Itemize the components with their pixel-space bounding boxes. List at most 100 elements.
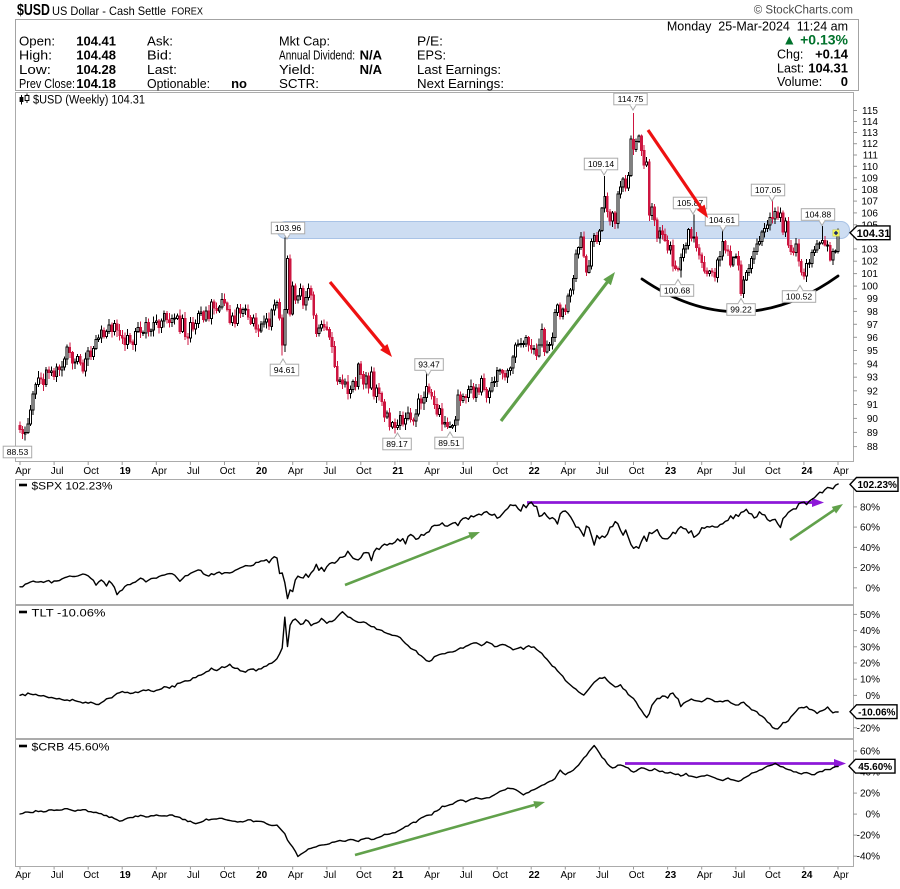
svg-text:Jul: Jul [732, 466, 745, 477]
svg-text:112: 112 [862, 139, 878, 150]
svg-text:111: 111 [863, 151, 879, 162]
svg-text:© StockCharts.com: © StockCharts.com [754, 5, 853, 17]
svg-text:95: 95 [867, 346, 879, 357]
svg-text:96: 96 [867, 333, 879, 344]
svg-text:109.14: 109.14 [588, 159, 615, 169]
svg-text:+0.14: +0.14 [815, 47, 849, 62]
svg-text:SCTR:: SCTR: [279, 77, 319, 91]
svg-text:21: 21 [392, 466, 404, 477]
svg-text:19: 19 [120, 466, 132, 477]
svg-text:Apr: Apr [833, 466, 849, 477]
svg-text:103: 103 [861, 244, 878, 255]
svg-text:$CRB 45.60%: $CRB 45.60% [32, 742, 110, 754]
svg-text:Apr: Apr [152, 870, 168, 881]
svg-text:107: 107 [861, 197, 878, 208]
svg-text:Apr: Apr [288, 870, 304, 881]
svg-text:Last Earnings:: Last Earnings: [417, 63, 501, 77]
svg-text:Bid:: Bid: [147, 49, 172, 63]
svg-text:104.28: 104.28 [76, 62, 116, 77]
svg-text:US Dollar - Cash Settle: US Dollar - Cash Settle [52, 4, 166, 18]
svg-text:89.51: 89.51 [438, 438, 460, 448]
svg-text:88.53: 88.53 [7, 447, 29, 457]
svg-text:EPS:: EPS: [417, 49, 446, 63]
svg-text:Apr: Apr [424, 870, 440, 881]
svg-text:High:: High: [19, 49, 52, 63]
svg-text:Jul: Jul [323, 870, 336, 881]
svg-text:114.75: 114.75 [618, 94, 644, 104]
svg-text:100: 100 [861, 282, 878, 293]
svg-text:Jul: Jul [187, 870, 200, 881]
svg-text:Oct: Oct [83, 466, 99, 477]
svg-text:Apr: Apr [288, 466, 304, 477]
svg-text:Yield:: Yield: [279, 63, 315, 77]
svg-text:110: 110 [862, 162, 878, 173]
svg-text:109: 109 [861, 173, 878, 184]
svg-text:-20%: -20% [857, 831, 880, 842]
svg-text:104.31: 104.31 [857, 228, 891, 240]
svg-text:106: 106 [861, 208, 878, 219]
svg-text:10%: 10% [860, 675, 880, 686]
svg-text:Oct: Oct [220, 870, 236, 881]
svg-text:Low:: Low: [19, 63, 51, 77]
svg-text:Jul: Jul [187, 466, 200, 477]
svg-text:Oct: Oct [356, 870, 372, 881]
svg-text:-20%: -20% [857, 723, 880, 734]
svg-text:-10.06%: -10.06% [858, 707, 895, 718]
svg-text:Jul: Jul [51, 466, 64, 477]
svg-text:93.47: 93.47 [418, 360, 440, 370]
svg-text:104.61: 104.61 [709, 215, 736, 225]
svg-text:Last:: Last: [147, 63, 177, 77]
svg-text:TLT -10.06%: TLT -10.06% [32, 608, 106, 620]
svg-text:-40%: -40% [857, 852, 880, 863]
svg-text:107.05: 107.05 [755, 185, 782, 195]
svg-text:Oct: Oct [492, 870, 508, 881]
svg-text:105.87: 105.87 [677, 198, 704, 208]
svg-text:Optionable:: Optionable: [147, 77, 210, 91]
svg-text:30%: 30% [860, 642, 880, 653]
svg-text:Apr: Apr [152, 466, 168, 477]
svg-text:94: 94 [867, 359, 879, 370]
svg-text:93: 93 [867, 373, 879, 384]
svg-text:Apr: Apr [561, 870, 577, 881]
svg-text:88: 88 [867, 442, 879, 453]
svg-text:Volume:: Volume: [777, 75, 822, 89]
svg-text:Apr: Apr [697, 870, 713, 881]
svg-text:Oct: Oct [629, 466, 645, 477]
svg-text:0%: 0% [866, 810, 881, 821]
svg-text:Apr: Apr [561, 466, 577, 477]
svg-text:40%: 40% [860, 543, 880, 554]
svg-text:22: 22 [529, 466, 541, 477]
svg-text:Jul: Jul [460, 870, 473, 881]
svg-text:114: 114 [862, 117, 878, 128]
svg-text:Oct: Oct [220, 466, 236, 477]
svg-text:24: 24 [801, 870, 813, 881]
svg-text:Mkt Cap:: Mkt Cap: [279, 34, 330, 48]
svg-text:Apr: Apr [697, 466, 713, 477]
svg-text:94.61: 94.61 [274, 365, 296, 375]
svg-text:Oct: Oct [765, 466, 781, 477]
svg-text:0%: 0% [866, 583, 881, 594]
svg-text:104.18: 104.18 [76, 76, 116, 91]
svg-text:Jul: Jul [596, 466, 609, 477]
svg-text:0%: 0% [866, 691, 881, 702]
svg-text:FOREX: FOREX [172, 7, 204, 18]
svg-text:99: 99 [867, 294, 879, 305]
svg-text:113: 113 [862, 128, 878, 139]
svg-text:60%: 60% [860, 523, 880, 534]
svg-text:89: 89 [867, 428, 879, 439]
svg-text:104.48: 104.48 [76, 48, 116, 63]
svg-text:N/A: N/A [360, 62, 383, 77]
svg-text:104.31: 104.31 [808, 60, 848, 75]
svg-text:24: 24 [801, 466, 813, 477]
svg-text:97: 97 [867, 320, 879, 331]
svg-text:Apr: Apr [833, 870, 849, 881]
svg-text:Apr: Apr [424, 466, 440, 477]
svg-text:23: 23 [665, 466, 677, 477]
svg-text:19: 19 [120, 870, 132, 881]
svg-text:no: no [231, 76, 247, 91]
svg-text:22: 22 [529, 870, 541, 881]
svg-text:40%: 40% [860, 626, 880, 637]
svg-text:Oct: Oct [629, 870, 645, 881]
svg-text:Open:: Open: [19, 34, 55, 48]
svg-text:20: 20 [256, 466, 268, 477]
